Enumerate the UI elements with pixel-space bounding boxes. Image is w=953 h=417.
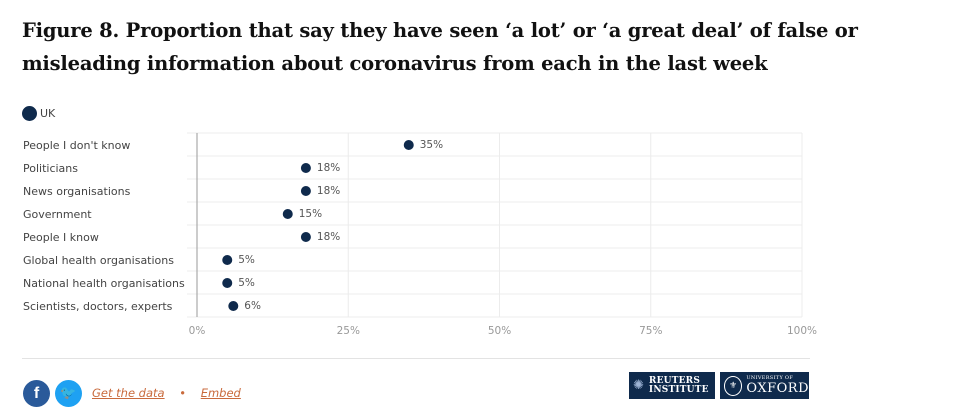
value-label: 5% (238, 254, 255, 266)
dot-plot: 0% 25% 50% 75% 100% People I don't know 35% Pol… (23, 132, 817, 337)
facebook-share-icon[interactable]: f (23, 380, 50, 407)
reuters-institute-logo[interactable]: ✺ REUTERS INSTITUTE (629, 372, 715, 399)
legend-dot (22, 106, 37, 121)
value-label: 5% (238, 277, 255, 289)
footer-divider (22, 358, 810, 359)
legend: UK (22, 106, 55, 121)
oxford-crest-icon: ⚜ (724, 375, 743, 396)
data-point[interactable] (403, 140, 414, 150)
x-tick-label: 100% (787, 325, 817, 337)
data-point[interactable] (222, 255, 233, 265)
value-label: 18% (317, 185, 340, 197)
category-label: National health organisations (23, 277, 185, 290)
x-tick-label: 50% (488, 325, 511, 337)
category-label: Government (23, 208, 92, 221)
value-label: 35% (420, 139, 443, 151)
category-label: People I know (23, 231, 99, 244)
footer-links: Get the data • Embed (92, 386, 241, 400)
data-point[interactable] (222, 278, 233, 288)
value-label: 15% (299, 208, 322, 220)
reuters-logo-line1: REUTERS (648, 375, 701, 386)
embed-link[interactable]: Embed (200, 386, 241, 400)
data-point[interactable] (300, 186, 311, 196)
value-label: 6% (244, 300, 261, 312)
category-label: Politicians (23, 162, 78, 175)
oxford-university-logo[interactable]: ⚜ UNIVERSITY OF OXFORD (720, 372, 809, 399)
category-label: People I don't know (23, 139, 130, 152)
value-label: 18% (317, 162, 340, 174)
reuters-logo-line2: INSTITUTE (648, 384, 709, 395)
value-label: 18% (317, 231, 340, 243)
category-label: News organisations (23, 185, 131, 198)
reuters-dots-icon: ✺ (633, 378, 644, 393)
twitter-share-icon[interactable]: 🐦 (55, 380, 82, 407)
legend-label: UK (40, 107, 56, 120)
x-tick-label: 0% (189, 325, 206, 337)
chart-title: Figure 8. Proportion that say they have … (22, 19, 858, 75)
x-tick-label: 25% (337, 325, 360, 337)
data-point[interactable] (300, 232, 311, 242)
oxford-logo-big: OXFORD (746, 381, 809, 396)
x-tick-label: 75% (639, 325, 662, 337)
get-the-data-link[interactable]: Get the data (92, 386, 165, 400)
category-label: Scientists, doctors, experts (23, 300, 173, 313)
oxford-logo-small: UNIVERSITY OF (746, 375, 794, 381)
category-label: Global health organisations (23, 254, 174, 267)
data-point[interactable] (300, 163, 311, 173)
data-point[interactable] (228, 301, 239, 311)
data-point[interactable] (282, 209, 293, 219)
link-separator: • (179, 386, 187, 400)
